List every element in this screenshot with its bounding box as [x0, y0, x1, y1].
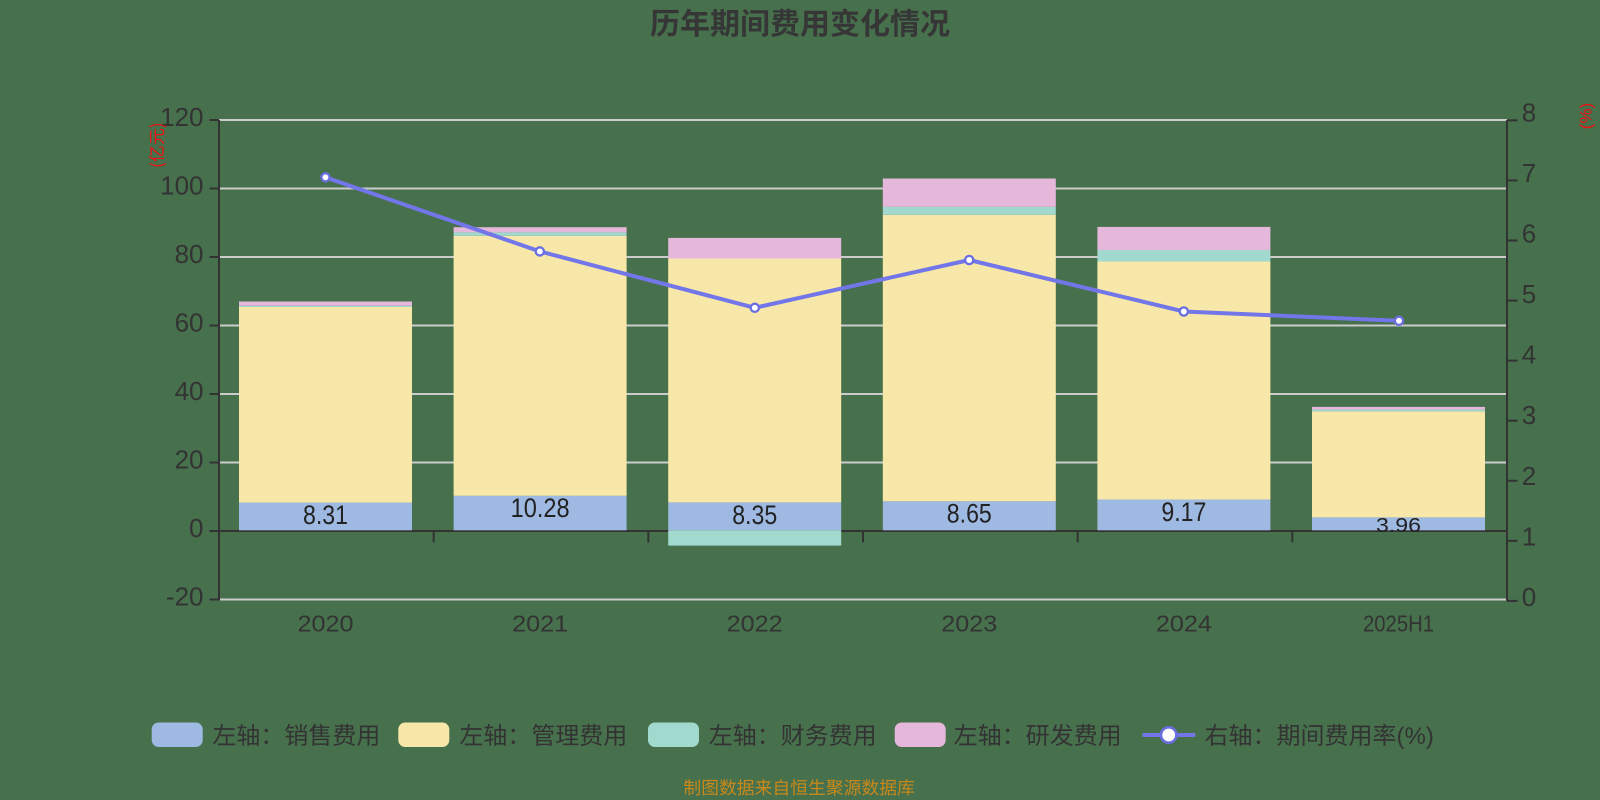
svg-text:2021: 2021 [512, 610, 568, 636]
svg-text:1: 1 [1522, 521, 1536, 551]
svg-text:0: 0 [1522, 582, 1536, 612]
svg-text:2: 2 [1522, 461, 1536, 491]
svg-text:3.96: 3.96 [1376, 514, 1421, 537]
svg-text:6: 6 [1522, 219, 1536, 249]
svg-text:2022: 2022 [727, 610, 783, 636]
svg-text:20: 20 [175, 444, 204, 474]
svg-text:9.17: 9.17 [1161, 497, 1206, 527]
svg-text:(%): (%) [1577, 103, 1596, 129]
svg-text:8.65: 8.65 [947, 499, 992, 529]
svg-text:40: 40 [175, 376, 204, 406]
svg-text:100: 100 [160, 170, 203, 200]
svg-text:80: 80 [175, 239, 204, 269]
svg-text:2024: 2024 [1156, 610, 1212, 636]
svg-text:120: 120 [160, 102, 203, 132]
svg-text:60: 60 [175, 307, 204, 337]
svg-text:8.31: 8.31 [303, 500, 348, 530]
svg-text:2023: 2023 [941, 610, 997, 636]
svg-text:-20: -20 [166, 581, 204, 611]
svg-text:10.28: 10.28 [511, 493, 570, 523]
svg-text:4: 4 [1522, 340, 1536, 370]
svg-text:0: 0 [189, 513, 203, 543]
svg-text:5: 5 [1522, 279, 1536, 309]
svg-text:2020: 2020 [298, 610, 354, 636]
svg-text:3: 3 [1522, 400, 1536, 430]
svg-text:2025H1: 2025H1 [1363, 610, 1434, 636]
svg-text:8.35: 8.35 [732, 500, 777, 530]
svg-text:8: 8 [1522, 97, 1536, 127]
svg-text:7: 7 [1522, 158, 1536, 188]
svg-text:(%): (%) [1397, 723, 1434, 750]
